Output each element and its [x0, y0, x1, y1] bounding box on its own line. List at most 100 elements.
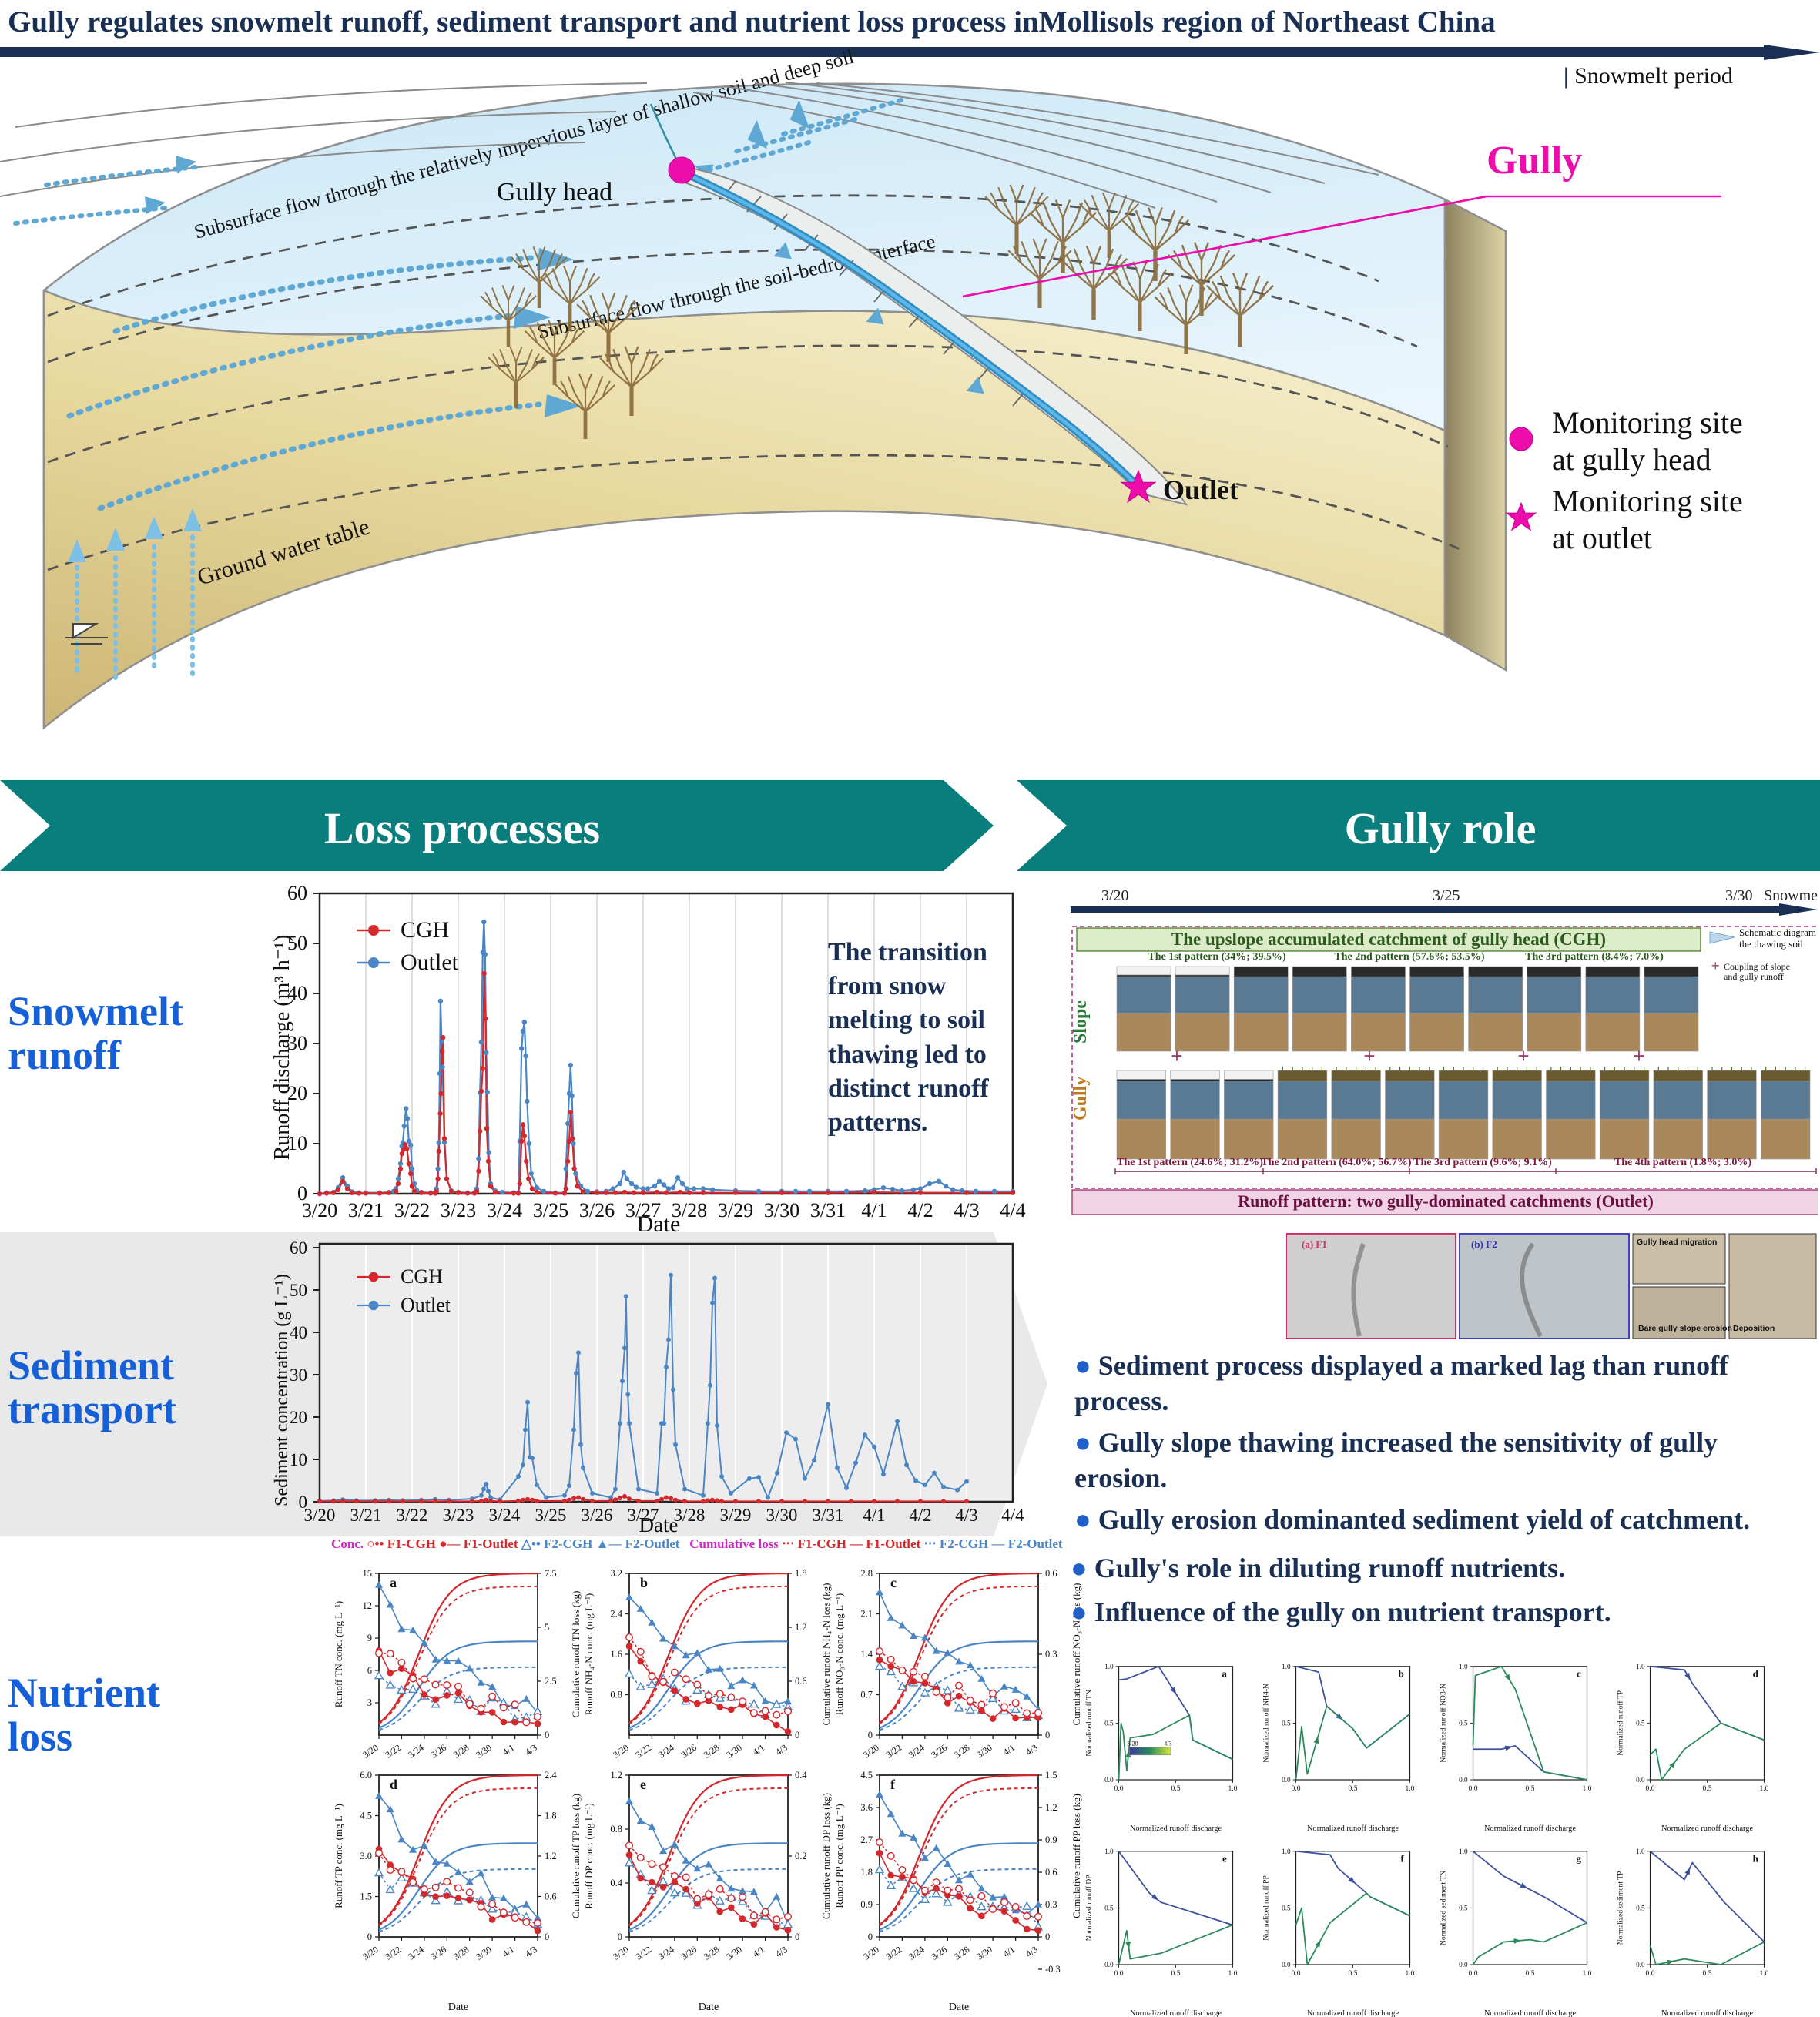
- svg-text:3/24: 3/24: [489, 1506, 521, 1525]
- svg-text:Normalized runoff TP: Normalized runoff TP: [1617, 1690, 1625, 1756]
- svg-text:3/26: 3/26: [582, 1506, 613, 1525]
- svg-text:30: 30: [290, 1365, 307, 1385]
- svg-text:Runoff pattern: two gully-domi: Runoff pattern: two gully-dominated catc…: [1238, 1191, 1654, 1211]
- svg-text:1.2: 1.2: [610, 1770, 622, 1781]
- svg-text:0: 0: [868, 1932, 873, 1942]
- svg-text:b: b: [640, 1575, 648, 1590]
- svg-text:3/20: 3/20: [861, 1742, 881, 1761]
- svg-text:0.4: 0.4: [795, 1770, 807, 1781]
- svg-text:The 1st pattern (34%; 39.5%): The 1st pattern (34%; 39.5%): [1148, 951, 1286, 963]
- svg-text:3/21: 3/21: [348, 1199, 384, 1221]
- svg-text:The upslope accumulated catchm: The upslope accumulated catchment of gul…: [1171, 930, 1606, 949]
- svg-text:1.8: 1.8: [860, 1867, 873, 1878]
- svg-text:Snowmelt period: Snowmelt period: [1764, 890, 1818, 904]
- svg-text:0: 0: [545, 1730, 549, 1741]
- svg-text:3/26: 3/26: [429, 1944, 449, 1962]
- svg-text:4/1: 4/1: [861, 1199, 887, 1221]
- svg-text:3/21: 3/21: [350, 1506, 382, 1525]
- svg-text:3/24: 3/24: [406, 1944, 426, 1962]
- svg-text:Sediment concentration (g L⁻¹): Sediment concentration (g L⁻¹): [273, 1274, 292, 1506]
- svg-text:4/3: 4/3: [523, 1742, 539, 1757]
- svg-text:2.8: 2.8: [860, 1568, 873, 1579]
- svg-text:3/28: 3/28: [702, 1742, 722, 1761]
- svg-text:1.5: 1.5: [360, 1891, 372, 1902]
- svg-text:1.8: 1.8: [545, 1811, 557, 1821]
- svg-text:3/24: 3/24: [656, 1944, 676, 1962]
- svg-text:3/24: 3/24: [907, 1944, 927, 1962]
- svg-text:Normalized runoff discharge: Normalized runoff discharge: [1484, 1824, 1577, 1833]
- svg-text:The 1st pattern (24.6%; 31.2%): The 1st pattern (24.6%; 31.2%): [1117, 1157, 1263, 1168]
- svg-text:15: 15: [363, 1568, 373, 1579]
- svg-text:0.5: 0.5: [1526, 1784, 1535, 1793]
- svg-text:0.2: 0.2: [795, 1851, 807, 1861]
- svg-text:CGH: CGH: [401, 1265, 443, 1288]
- svg-text:1.0: 1.0: [1406, 1784, 1415, 1793]
- svg-text:Normalized runoff discharge: Normalized runoff discharge: [1307, 2009, 1399, 2017]
- svg-text:1.0: 1.0: [1406, 1969, 1415, 1978]
- svg-text:Normalized runoff discharge: Normalized runoff discharge: [1661, 2009, 1754, 2017]
- svg-text:10: 10: [290, 1450, 307, 1469]
- svg-text:0.0: 0.0: [1459, 1776, 1468, 1784]
- svg-text:Normalized runoff NO3-N: Normalized runoff NO3-N: [1440, 1684, 1448, 1763]
- svg-text:0: 0: [1045, 1730, 1050, 1741]
- svg-text:0.5: 0.5: [1171, 1784, 1181, 1793]
- svg-text:3/26: 3/26: [679, 1742, 699, 1761]
- svg-text:2.4: 2.4: [545, 1770, 557, 1781]
- svg-text:Normalized runoff discharge: Normalized runoff discharge: [1130, 1824, 1222, 1833]
- svg-text:1.0: 1.0: [1282, 1663, 1291, 1670]
- svg-text:b: b: [1399, 1668, 1404, 1680]
- svg-text:0: 0: [367, 1932, 372, 1942]
- svg-text:3/30: 3/30: [474, 1944, 494, 1962]
- svg-text:Bare gully slope erosion: Bare gully slope erosion: [1638, 1324, 1732, 1333]
- svg-text:3/20: 3/20: [861, 1944, 881, 1962]
- svg-text:0.0: 0.0: [1292, 1969, 1301, 1978]
- svg-text:The 3rd pattern (9.6%; 9.1%): The 3rd pattern (9.6%; 9.1%): [1413, 1157, 1552, 1168]
- svg-text:0.0: 0.0: [1104, 1961, 1114, 1968]
- svg-text:4/1: 4/1: [501, 1944, 517, 1959]
- svg-text:0.0: 0.0: [1104, 1776, 1114, 1784]
- svg-text:Runoff discharge (m³ h⁻¹): Runoff discharge (m³ h⁻¹): [273, 935, 294, 1161]
- svg-text:Cumulative runoff PP loss (kg): Cumulative runoff PP loss (kg): [1071, 1794, 1082, 1918]
- svg-text:0.7: 0.7: [860, 1690, 873, 1700]
- svg-text:0: 0: [545, 1932, 549, 1942]
- svg-text:Runoff TN conc. (mg L⁻¹): Runoff TN conc. (mg L⁻¹): [333, 1601, 344, 1707]
- svg-text:3/29: 3/29: [718, 1199, 753, 1221]
- svg-text:3/30: 3/30: [764, 1199, 799, 1221]
- svg-text:Normalized runoff discharge: Normalized runoff discharge: [1130, 2009, 1222, 2017]
- svg-text:1.0: 1.0: [1228, 1784, 1238, 1793]
- svg-text:0.0: 0.0: [1282, 1776, 1291, 1784]
- svg-text:0.9: 0.9: [1045, 1834, 1057, 1845]
- svg-text:9: 9: [367, 1633, 372, 1643]
- svg-text:Normalized runoff discharge: Normalized runoff discharge: [1484, 2009, 1577, 2017]
- svg-text:Runoff PP conc. (mg L⁻¹): Runoff PP conc. (mg L⁻¹): [833, 1804, 845, 1908]
- svg-text:0: 0: [795, 1730, 799, 1741]
- svg-text:The 2nd pattern (57.6%; 53.5%): The 2nd pattern (57.6%; 53.5%): [1334, 951, 1485, 963]
- svg-text:Deposition: Deposition: [1733, 1324, 1775, 1333]
- svg-text:0.5: 0.5: [1349, 1784, 1358, 1793]
- svg-text:0.5: 0.5: [1104, 1719, 1114, 1727]
- svg-text:2.7: 2.7: [860, 1834, 873, 1845]
- svg-text:Normalized sediment TN: Normalized sediment TN: [1440, 1871, 1448, 1945]
- svg-text:3/20: 3/20: [611, 1944, 631, 1962]
- svg-text:0.6: 0.6: [1045, 1867, 1057, 1878]
- svg-text:4/3: 4/3: [523, 1944, 539, 1959]
- svg-text:h: h: [1753, 1853, 1759, 1865]
- svg-text:40: 40: [290, 1323, 307, 1342]
- svg-text:3/20: 3/20: [304, 1506, 336, 1525]
- svg-text:3/31: 3/31: [810, 1199, 846, 1221]
- svg-text:3/30: 3/30: [766, 1506, 798, 1525]
- svg-text:2.1: 2.1: [860, 1609, 873, 1620]
- svg-text:3.0: 3.0: [360, 1851, 372, 1861]
- svg-text:0.0: 0.0: [1636, 1776, 1645, 1784]
- svg-text:1.0: 1.0: [1459, 1848, 1468, 1855]
- svg-text:1.5: 1.5: [1045, 1770, 1057, 1781]
- svg-text:The 2nd pattern (64.0%; 56.7%): The 2nd pattern (64.0%; 56.7%): [1261, 1157, 1412, 1168]
- svg-text:Outlet: Outlet: [401, 1294, 451, 1316]
- svg-text:Monitoring site: Monitoring site: [1552, 484, 1743, 518]
- svg-text:3/24: 3/24: [406, 1742, 426, 1761]
- svg-text:4/3: 4/3: [1024, 1944, 1040, 1959]
- svg-text:3/20: 3/20: [611, 1742, 631, 1761]
- svg-text:Cumulative runoff TN loss (kg): Cumulative runoff TN loss (kg): [570, 1591, 582, 1718]
- svg-text:4/1: 4/1: [1001, 1742, 1017, 1757]
- svg-text:3/22: 3/22: [384, 1944, 404, 1962]
